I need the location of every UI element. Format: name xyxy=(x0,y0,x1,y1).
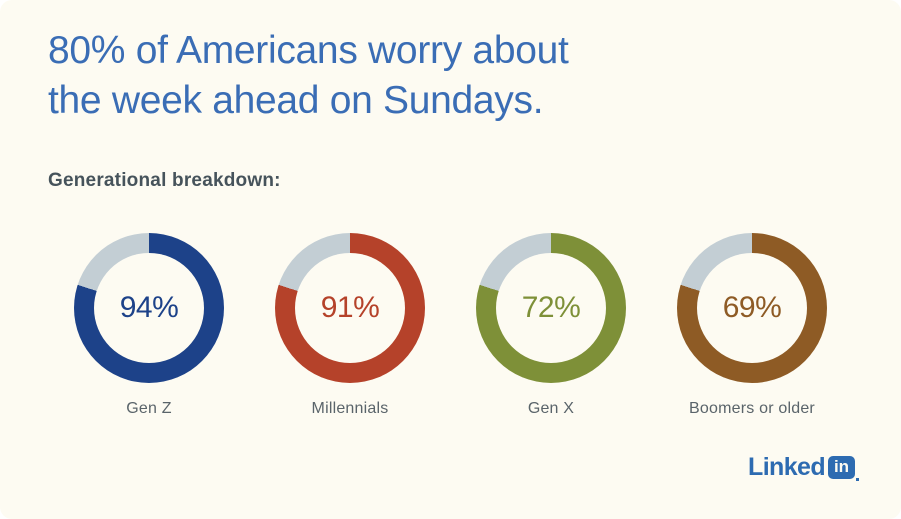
linkedin-logo-dot xyxy=(856,478,859,481)
donut-category-label-boomers-or-older: Boomers or older xyxy=(689,400,815,417)
donut-category-label-millennials: Millennials xyxy=(311,400,389,417)
linkedin-in-badge-icon: in xyxy=(828,456,855,479)
donut-value-label-gen-z: 94% xyxy=(119,291,179,324)
donut-chart-millennials: 91% Millennials xyxy=(275,233,425,418)
donut-category-label-gen-z: Gen Z xyxy=(126,400,172,417)
donut-ring-boomers-or-older: 69% xyxy=(677,233,827,383)
donut-ring-gen-x: 72% xyxy=(476,233,626,383)
donut-hole-boomers-or-older: 69% xyxy=(697,253,807,363)
donut-hole-millennials: 91% xyxy=(295,253,405,363)
donut-ring-millennials: 91% xyxy=(275,233,425,383)
donut-chart-boomers-or-older: 69% Boomers or older xyxy=(677,233,827,418)
donut-category-label-gen-x: Gen X xyxy=(527,400,575,417)
donut-value-label-gen-x: 72% xyxy=(521,291,581,324)
donut-ring-gen-z: 94% xyxy=(74,233,224,383)
headline-line-2: the week ahead on Sundays. xyxy=(48,79,544,122)
donut-chart-gen-z: 94% Gen Z xyxy=(74,233,224,418)
donut-value-label-boomers-or-older: 69% xyxy=(722,291,782,324)
headline: 80% of Americans worry about the week ah… xyxy=(48,26,569,126)
linkedin-wordmark: Linked xyxy=(748,453,826,481)
headline-line-1: 80% of Americans worry about xyxy=(48,29,569,72)
donut-chart-gen-x: 72% Gen X xyxy=(476,233,626,418)
donut-value-label-millennials: 91% xyxy=(320,291,380,324)
donut-hole-gen-x: 72% xyxy=(496,253,606,363)
donut-charts-row: 94% Gen Z 91% Millennials 72% Gen X 69% Boomers… xyxy=(74,233,827,418)
section-label: Generational breakdown: xyxy=(48,170,281,191)
donut-hole-gen-z: 94% xyxy=(94,253,204,363)
linkedin-logo: Linked in xyxy=(748,453,859,482)
